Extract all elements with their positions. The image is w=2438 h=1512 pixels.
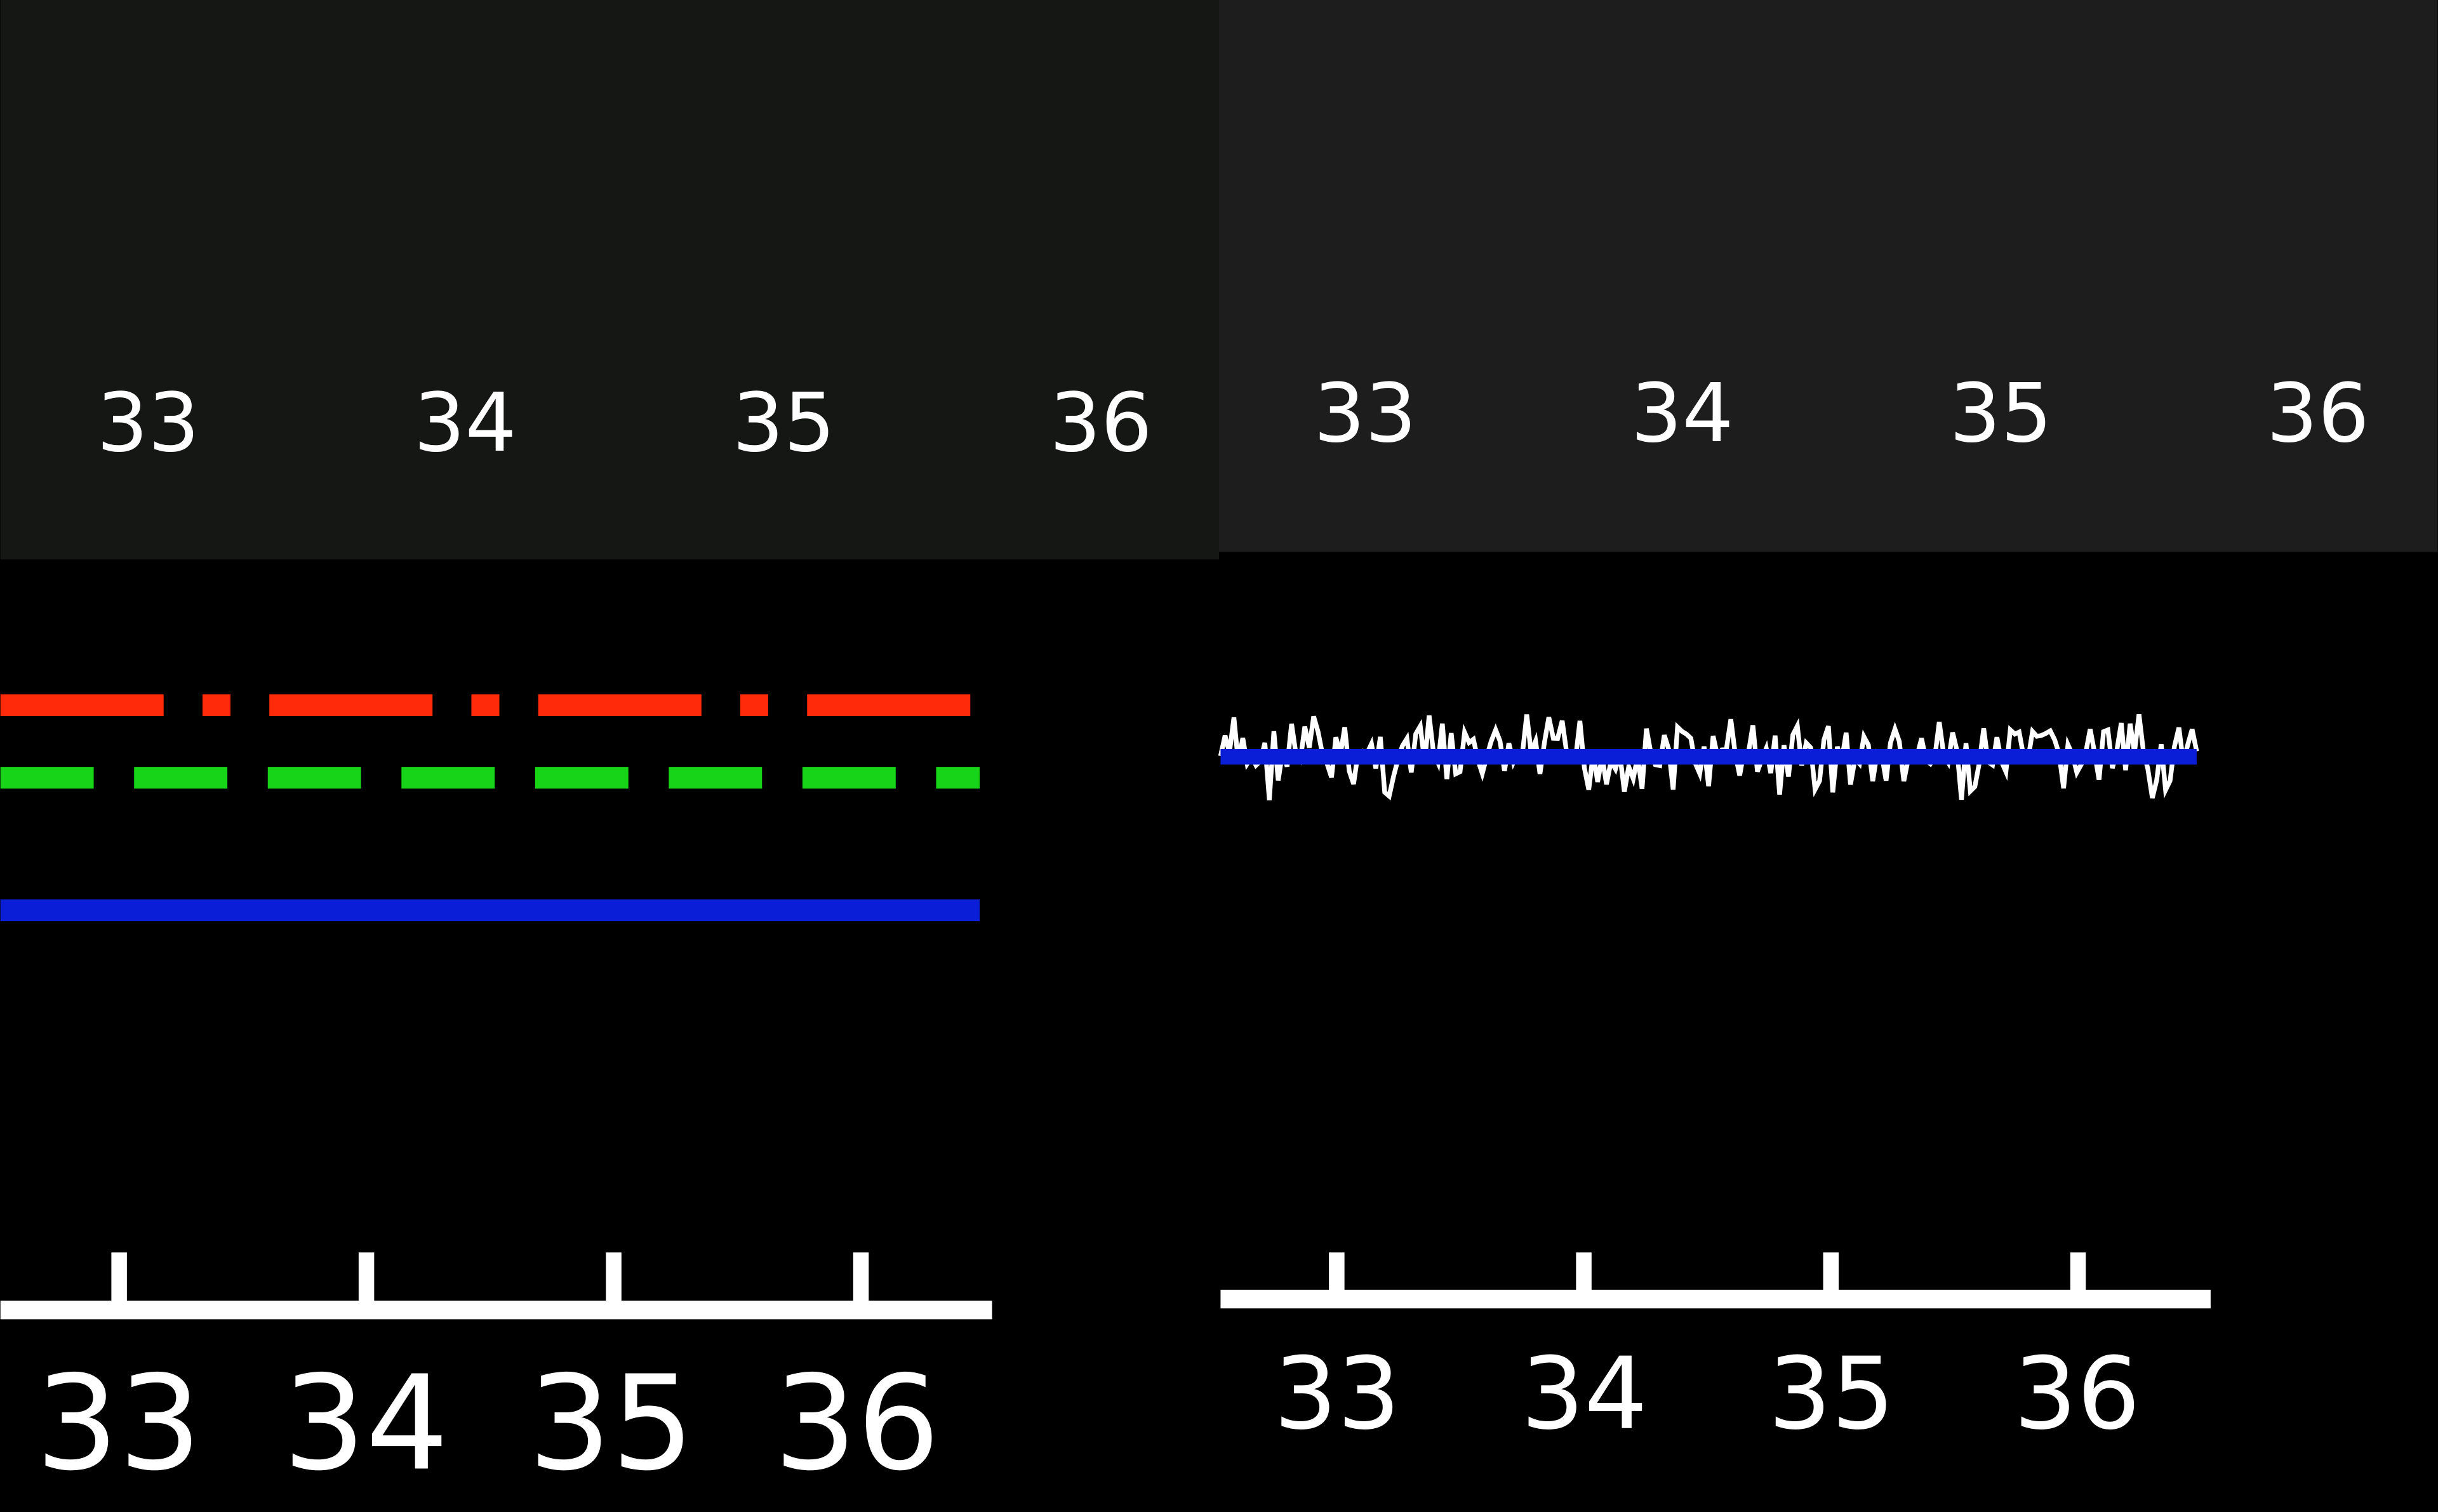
noisy-signal-line	[1218, 713, 2199, 800]
right-plot	[1218, 713, 2211, 1309]
right-x-tick-label: 33	[1274, 1336, 1400, 1452]
left-x-tick-label: 34	[283, 1348, 449, 1499]
top-right-tick-label: 35	[1949, 367, 2052, 461]
left-x-tick-label: 36	[774, 1348, 940, 1499]
right-x-tick-label: 34	[1521, 1336, 1648, 1452]
top-left-panel	[0, 0, 1219, 560]
top-right-tick-label: 33	[1314, 367, 1416, 461]
top-left-tick-label: 34	[414, 376, 517, 470]
right-x-tick-label: 35	[1768, 1336, 1895, 1452]
left-plot	[0, 694, 992, 1320]
top-left-tick-label: 36	[1049, 376, 1152, 470]
top-left-tick-label: 33	[97, 376, 199, 470]
left-x-tick-label: 35	[528, 1348, 695, 1499]
top-right-panel	[1219, 0, 2438, 552]
top-right-tick-label: 34	[1631, 367, 1734, 461]
top-left-tick-label: 35	[733, 376, 836, 470]
left-x-tick-label: 33	[36, 1348, 202, 1499]
top-right-tick-label: 36	[2267, 367, 2369, 461]
right-x-tick-label: 36	[2014, 1336, 2140, 1452]
